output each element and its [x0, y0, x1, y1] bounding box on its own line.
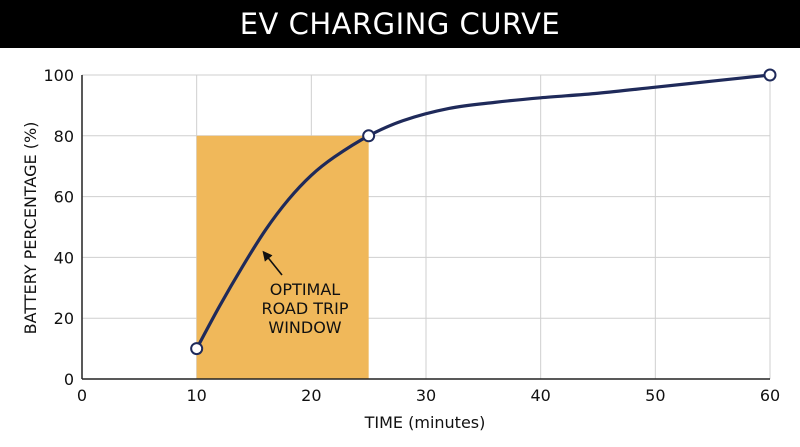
x-axis-label: TIME (minutes) [364, 413, 486, 432]
annotation-line-2: WINDOW [268, 318, 341, 337]
charging-curve-line-0 [195, 73, 772, 351]
chart-title-bar: EV CHARGING CURVE [0, 0, 800, 48]
annotation-line-1: ROAD TRIP [261, 299, 348, 318]
x-tick-label-0: 0 [77, 386, 87, 405]
x-tick-label-20: 20 [301, 386, 321, 405]
x-tick-label-40: 40 [530, 386, 550, 405]
x-tick-label-10: 10 [186, 386, 206, 405]
x-tick-label-30: 30 [416, 386, 436, 405]
optimal-window-region [196, 135, 369, 379]
curve-marker-0 [190, 342, 204, 356]
curve-marker-2 [763, 68, 777, 82]
y-tick-label-20: 20 [54, 309, 74, 328]
grid-lines [82, 74, 771, 379]
highlight-region-layer [196, 135, 369, 379]
curve-marker-1 [362, 129, 376, 143]
y-axis-label: BATTERY PERCENTAGE (%) [21, 122, 40, 335]
y-tick-label-60: 60 [54, 188, 74, 207]
annotation-arrow [262, 250, 283, 276]
y-tick-label-40: 40 [54, 248, 74, 267]
y-tick-label-80: 80 [54, 127, 74, 146]
y-tick-label-0: 0 [64, 370, 74, 389]
y-tick-label-100: 100 [43, 66, 74, 85]
x-tick-label-50: 50 [645, 386, 665, 405]
series-layer [190, 68, 777, 356]
x-tick-label-60: 60 [760, 386, 780, 405]
annotation-line-0: OPTIMAL [270, 280, 340, 299]
axes: 0 10 20 30 40 50 60 0 20 40 60 80 100 [43, 66, 780, 405]
chart-title: EV CHARGING CURVE [239, 7, 561, 41]
